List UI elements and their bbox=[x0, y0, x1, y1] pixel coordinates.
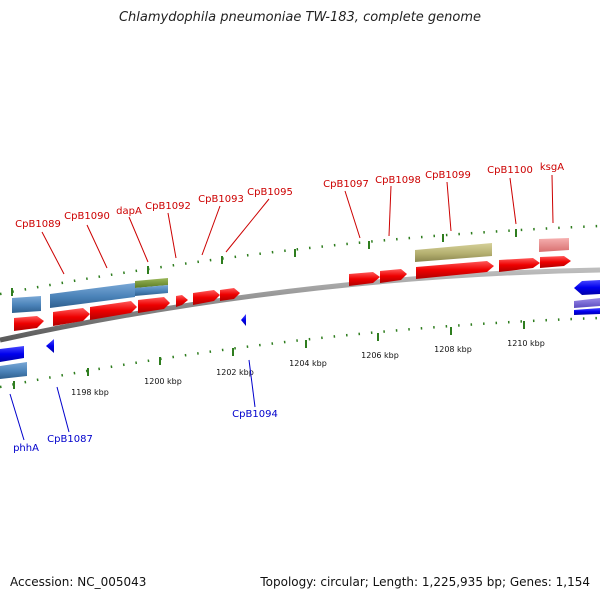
feature-block[interactable] bbox=[135, 285, 168, 296]
genome-summary-text: Topology: circular; Length: 1,225,935 bp… bbox=[260, 575, 590, 589]
reverse-genes bbox=[0, 280, 600, 379]
gene-arrow[interactable] bbox=[349, 272, 380, 286]
accession-text: Accession: NC_005043 bbox=[10, 575, 147, 589]
gene-label-CpB1090[interactable]: CpB1090 bbox=[64, 211, 110, 222]
reverse-labels: phhA CpB1087 CpB1094 bbox=[13, 409, 278, 454]
scale-label-1208: 1208 kbp bbox=[434, 345, 472, 354]
gene-label-CpB1098[interactable]: CpB1098 bbox=[375, 175, 421, 186]
gene-label-CpB1095[interactable]: CpB1095 bbox=[247, 187, 293, 198]
gene-label-CpB1094[interactable]: CpB1094 bbox=[232, 409, 278, 420]
feature-block[interactable] bbox=[574, 298, 600, 308]
forward-major-ticks bbox=[11, 229, 517, 296]
feature-block[interactable] bbox=[0, 362, 27, 379]
gene-label-CpB1099[interactable]: CpB1099 bbox=[425, 170, 471, 181]
gene-arrow[interactable] bbox=[53, 308, 90, 326]
gene-arrow[interactable] bbox=[380, 269, 407, 283]
gene-arrow[interactable] bbox=[416, 261, 494, 279]
gene-label-CpB1093[interactable]: CpB1093 bbox=[198, 194, 244, 205]
reverse-leaders bbox=[9, 359, 256, 441]
feature-block[interactable] bbox=[415, 243, 492, 262]
gene-arrow[interactable] bbox=[193, 290, 220, 305]
scale-label-1204: 1204 kbp bbox=[289, 359, 327, 368]
scale-label-1206: 1206 kbp bbox=[361, 351, 399, 360]
feature-block[interactable] bbox=[50, 283, 135, 308]
gene-arrow[interactable] bbox=[499, 258, 540, 272]
gene-arrow[interactable] bbox=[574, 308, 600, 315]
gene-label-CpB1089[interactable]: CpB1089 bbox=[15, 219, 61, 230]
feature-block[interactable] bbox=[135, 278, 168, 288]
scale-label-1210: 1210 kbp bbox=[507, 339, 545, 348]
gene-arrow[interactable] bbox=[574, 280, 600, 295]
forward-labels: CpB1089 CpB1090 dapA CpB1092 CpB1093 CpB… bbox=[15, 162, 564, 230]
gene-arrow[interactable] bbox=[138, 297, 170, 313]
feature-block[interactable] bbox=[12, 296, 41, 313]
forward-leaders bbox=[41, 174, 554, 275]
gene-arrow[interactable] bbox=[90, 301, 137, 320]
gene-label-CpB1087[interactable]: CpB1087 bbox=[47, 434, 93, 445]
gene-label-dapA[interactable]: dapA bbox=[116, 206, 142, 217]
gene-label-phhA[interactable]: phhA bbox=[13, 443, 39, 454]
gene-arrow[interactable] bbox=[0, 346, 24, 362]
gene-arrow[interactable] bbox=[46, 339, 54, 353]
gene-arrow[interactable] bbox=[220, 288, 240, 301]
scale-label-1200: 1200 kbp bbox=[144, 377, 182, 386]
gene-arrow[interactable] bbox=[176, 295, 188, 307]
gene-label-CpB1092[interactable]: CpB1092 bbox=[145, 201, 191, 212]
genome-backbone bbox=[0, 267, 600, 343]
gene-label-CpB1097[interactable]: CpB1097 bbox=[323, 179, 369, 190]
gene-label-CpB1100[interactable]: CpB1100 bbox=[487, 165, 533, 176]
gene-arrow[interactable] bbox=[14, 316, 44, 331]
genome-title: Chlamydophila pneumoniae TW-183, complet… bbox=[118, 10, 482, 25]
gene-arrow[interactable] bbox=[540, 256, 571, 268]
reverse-tick-track bbox=[0, 316, 600, 389]
gene-arrow[interactable] bbox=[241, 314, 246, 326]
scale-label-1202: 1202 kbp bbox=[216, 368, 254, 377]
scale-label-1198: 1198 kbp bbox=[71, 388, 109, 397]
reverse-major-ticks bbox=[13, 321, 525, 389]
feature-block[interactable] bbox=[539, 238, 569, 252]
forward-genes bbox=[14, 256, 571, 331]
gene-label-ksgA[interactable]: ksgA bbox=[540, 162, 564, 173]
